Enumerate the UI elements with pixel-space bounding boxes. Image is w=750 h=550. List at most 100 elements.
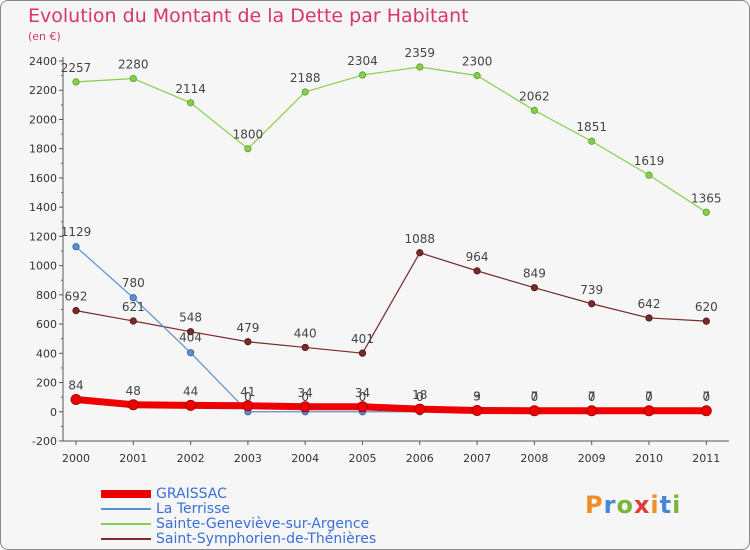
data-point-3 <box>129 317 137 325</box>
data-label-2: 2114 <box>175 82 206 96</box>
logo-letter: i <box>650 491 660 519</box>
data-label-2: 2257 <box>61 61 92 75</box>
data-point-1 <box>129 294 137 302</box>
logo-letter: r <box>603 491 617 519</box>
data-point-2 <box>588 137 596 145</box>
legend-item-saint-symphorien: Saint-Symphorien-de-Thénières <box>101 530 377 547</box>
series-line-1 <box>75 246 707 413</box>
x-tick-label: 2006 <box>406 452 434 465</box>
data-label-3: 548 <box>179 311 202 325</box>
data-label-3: 739 <box>580 283 603 297</box>
data-label-2: 1800 <box>233 128 264 142</box>
data-point-2 <box>702 208 710 216</box>
data-point-0 <box>414 403 426 415</box>
data-label-0: 41 <box>240 385 255 399</box>
y-tick-label: 600 <box>36 318 57 331</box>
legend-swatch-graissac <box>101 489 151 498</box>
legend-swatch-saint-symphorien <box>101 537 151 540</box>
data-point-2 <box>72 78 80 86</box>
data-point-2 <box>645 171 653 179</box>
y-tick-label: -200 <box>32 435 57 448</box>
data-label-2: 2304 <box>347 54 378 68</box>
legend-label-saint-symphorien: Saint-Symphorien-de-Thénières <box>156 530 377 547</box>
x-tick-label: 2007 <box>463 452 491 465</box>
logo-letter: x <box>633 491 651 519</box>
series-line-3 <box>75 252 707 354</box>
data-point-3 <box>358 349 367 357</box>
series-line-0 <box>72 395 710 415</box>
y-tick-label: 2400 <box>29 55 57 68</box>
data-label-1: 404 <box>179 331 202 345</box>
legend-item-la-terrisse: La Terrisse <box>101 501 376 517</box>
data-point-0 <box>242 400 254 412</box>
data-point-2 <box>244 145 252 153</box>
data-point-0 <box>643 405 655 417</box>
data-label-0: 18 <box>412 388 427 402</box>
x-tick-label: 2000 <box>62 452 90 465</box>
data-label-2: 1851 <box>576 120 607 134</box>
data-point-2 <box>301 88 309 96</box>
x-tick-label: 2004 <box>291 452 319 465</box>
data-point-3 <box>187 328 195 336</box>
data-point-0 <box>127 399 139 411</box>
data-point-2 <box>473 72 481 80</box>
data-label-2: 2359 <box>405 46 436 60</box>
x-tick-label: 2005 <box>349 452 377 465</box>
data-label-1: 0 <box>702 390 710 404</box>
chart-title: Evolution du Montant de la Dette par Hab… <box>28 5 469 27</box>
data-label-0: 7 <box>702 390 710 404</box>
y-tick-label: 2200 <box>29 84 57 97</box>
data-point-2 <box>129 74 137 83</box>
data-label-0: 34 <box>355 386 370 400</box>
data-label-3: 964 <box>466 250 489 264</box>
data-label-0: 7 <box>531 390 539 404</box>
y-tick-label: 1800 <box>29 143 57 156</box>
data-label-0: 44 <box>183 384 198 398</box>
data-label-1: 3 <box>473 389 481 403</box>
data-label-1: 0 <box>416 390 424 404</box>
data-label-3: 1088 <box>405 232 436 246</box>
data-point-2 <box>416 63 424 71</box>
data-label-1: 0 <box>645 390 653 404</box>
y-tick-label: 400 <box>36 347 57 360</box>
y-tick-label: 200 <box>36 377 57 390</box>
data-label-1: 0 <box>244 390 252 404</box>
legend-swatch-la-terrisse <box>101 507 151 510</box>
legend-label-sainte-genevieve: Sainte-Geneviève-sur-Argence <box>156 515 370 532</box>
data-label-3: 849 <box>523 267 546 281</box>
data-label-3: 401 <box>351 332 374 346</box>
data-point-3 <box>530 284 539 292</box>
data-point-3 <box>416 249 424 257</box>
data-label-0: 7 <box>588 390 596 404</box>
data-label-3: 479 <box>236 321 259 335</box>
y-tick-label: 800 <box>36 289 57 302</box>
data-point-2 <box>358 71 367 79</box>
data-label-0: 9 <box>473 389 481 403</box>
y-tick-label: 0 <box>50 406 57 419</box>
data-label-2: 2280 <box>118 58 149 72</box>
data-point-3 <box>588 300 596 308</box>
data-point-0 <box>471 404 483 416</box>
x-tick-label: 2009 <box>578 452 606 465</box>
y-tick-label: 1400 <box>29 201 57 214</box>
legend-swatch-sainte-genevieve <box>101 522 151 525</box>
data-label-0: 84 <box>68 378 83 392</box>
data-point-0 <box>185 399 197 411</box>
y-tick-label: 1000 <box>29 260 57 273</box>
x-tick-label: 2002 <box>177 452 205 465</box>
data-point-0 <box>700 405 712 417</box>
data-point-0 <box>357 401 368 413</box>
data-label-0: 48 <box>126 384 141 398</box>
data-label-3: 440 <box>294 326 317 340</box>
x-tick-label: 2011 <box>692 452 720 465</box>
series-line-2 <box>75 66 707 213</box>
data-point-3 <box>72 307 80 315</box>
y-tick-label: 1200 <box>29 230 57 243</box>
logo-letter: P <box>585 491 604 519</box>
data-point-3 <box>702 317 710 325</box>
data-label-2: 1619 <box>634 154 665 168</box>
y-tick-label: 2000 <box>29 113 57 126</box>
data-label-3: 692 <box>65 290 88 304</box>
chart-unit-label: (en €) <box>28 30 61 43</box>
